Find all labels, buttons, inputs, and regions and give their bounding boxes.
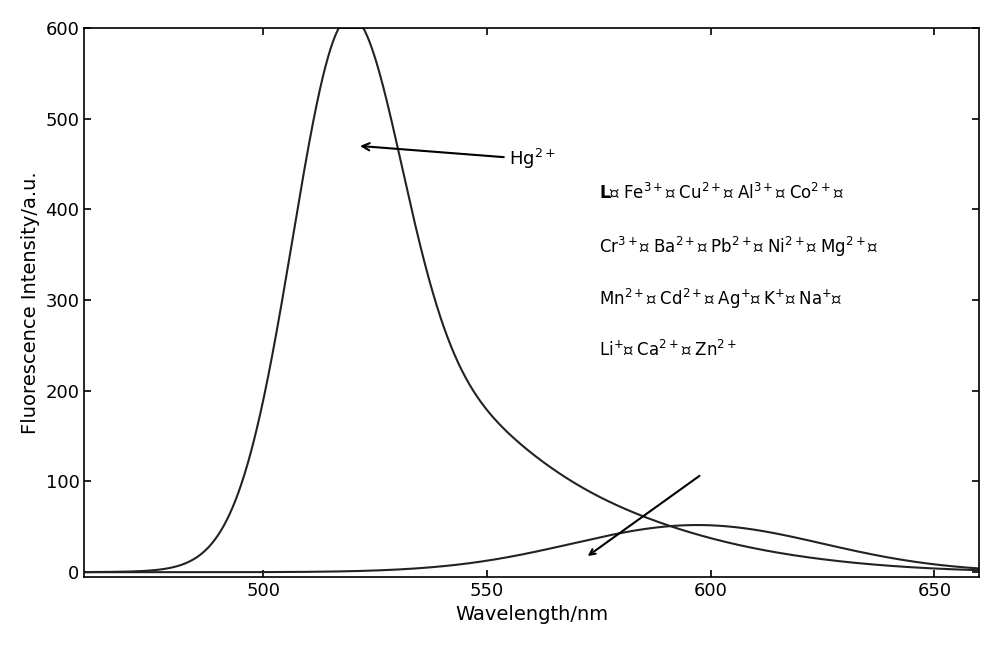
Text: Mn$^{2+}$、 Cd$^{2+}$、 Ag$^{+}$、 K$^{+}$、 Na$^{+}$、: Mn$^{2+}$、 Cd$^{2+}$、 Ag$^{+}$、 K$^{+}$、… xyxy=(599,287,842,312)
X-axis label: Wavelength/nm: Wavelength/nm xyxy=(455,605,608,624)
Text: Li$^{+}$、 Ca$^{2+}$、 Zn$^{2+}$: Li$^{+}$、 Ca$^{2+}$、 Zn$^{2+}$ xyxy=(599,340,737,359)
Y-axis label: Fluorescence Intensity/a.u.: Fluorescence Intensity/a.u. xyxy=(21,171,40,433)
Text: $\mathbf{L}$、 Fe$^{3+}$、 Cu$^{2+}$、 Al$^{3+}$、 Co$^{2+}$、: $\mathbf{L}$、 Fe$^{3+}$、 Cu$^{2+}$、 Al$^… xyxy=(599,182,844,201)
Text: Hg$^{2+}$: Hg$^{2+}$ xyxy=(362,143,556,172)
Text: Cr$^{3+}$、 Ba$^{2+}$、 Pb$^{2+}$、 Ni$^{2+}$、 Mg$^{2+}$、: Cr$^{3+}$、 Ba$^{2+}$、 Pb$^{2+}$、 Ni$^{2+… xyxy=(599,235,878,259)
